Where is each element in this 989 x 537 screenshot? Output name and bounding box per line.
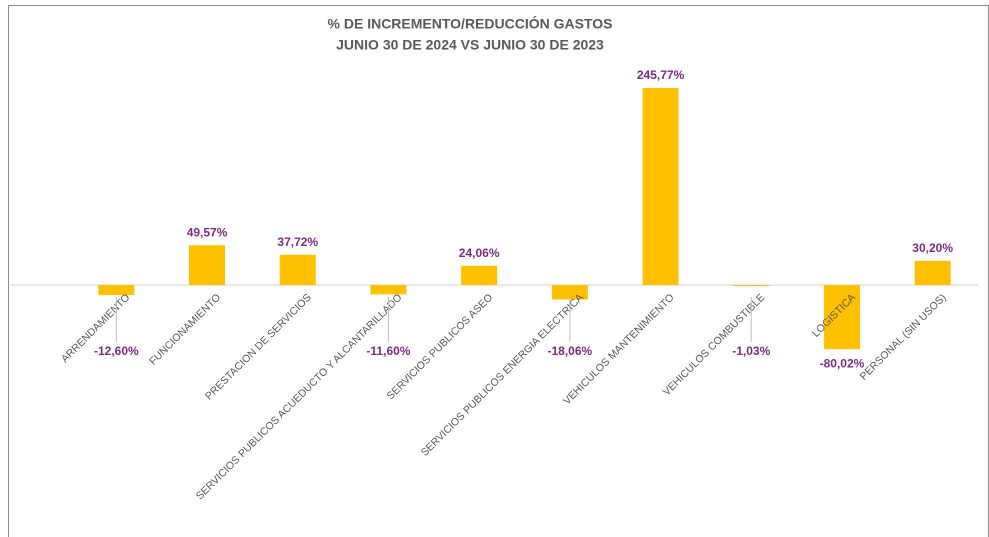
value-label: -1,03% xyxy=(732,344,770,358)
chart-title: % DE INCREMENTO/REDUCCIÓN GASTOS xyxy=(328,15,613,32)
x-tick-label: FUNCIONAMIENTO xyxy=(147,292,223,368)
value-label: -80,02% xyxy=(820,356,865,370)
bar xyxy=(98,285,135,296)
chart-subtitle: JUNIO 30 DE 2024 VS JUNIO 30 DE 2023 xyxy=(336,37,604,53)
bar xyxy=(461,265,498,285)
bar xyxy=(551,285,588,300)
value-label: 24,06% xyxy=(459,246,500,260)
bar xyxy=(279,254,316,285)
value-label: 245,77% xyxy=(637,68,685,82)
bar xyxy=(370,285,407,295)
bar xyxy=(189,245,226,285)
bar xyxy=(914,260,951,285)
bar xyxy=(823,285,860,350)
x-tick-label: SERVICIOS PUBLICOS ENERGIA ELECTRICA xyxy=(419,292,586,459)
x-tick-label: PRESTACION DE SERVICIOS xyxy=(203,292,314,403)
value-label: 30,20% xyxy=(912,241,953,255)
value-label: 37,72% xyxy=(277,235,318,249)
value-label: -12,60% xyxy=(94,344,139,358)
x-tick-label: SERVICIOS PUBLICOS ACUEDUCTO Y ALCANTARI… xyxy=(194,292,405,503)
value-label: -11,60% xyxy=(366,344,410,358)
bar xyxy=(642,88,679,285)
value-label: -18,06% xyxy=(547,344,592,358)
x-tick-label: PERSONAL (SIN USOS) xyxy=(858,292,949,383)
bar xyxy=(733,285,770,286)
chart-frame xyxy=(8,5,989,537)
value-label: 49,57% xyxy=(187,225,228,239)
